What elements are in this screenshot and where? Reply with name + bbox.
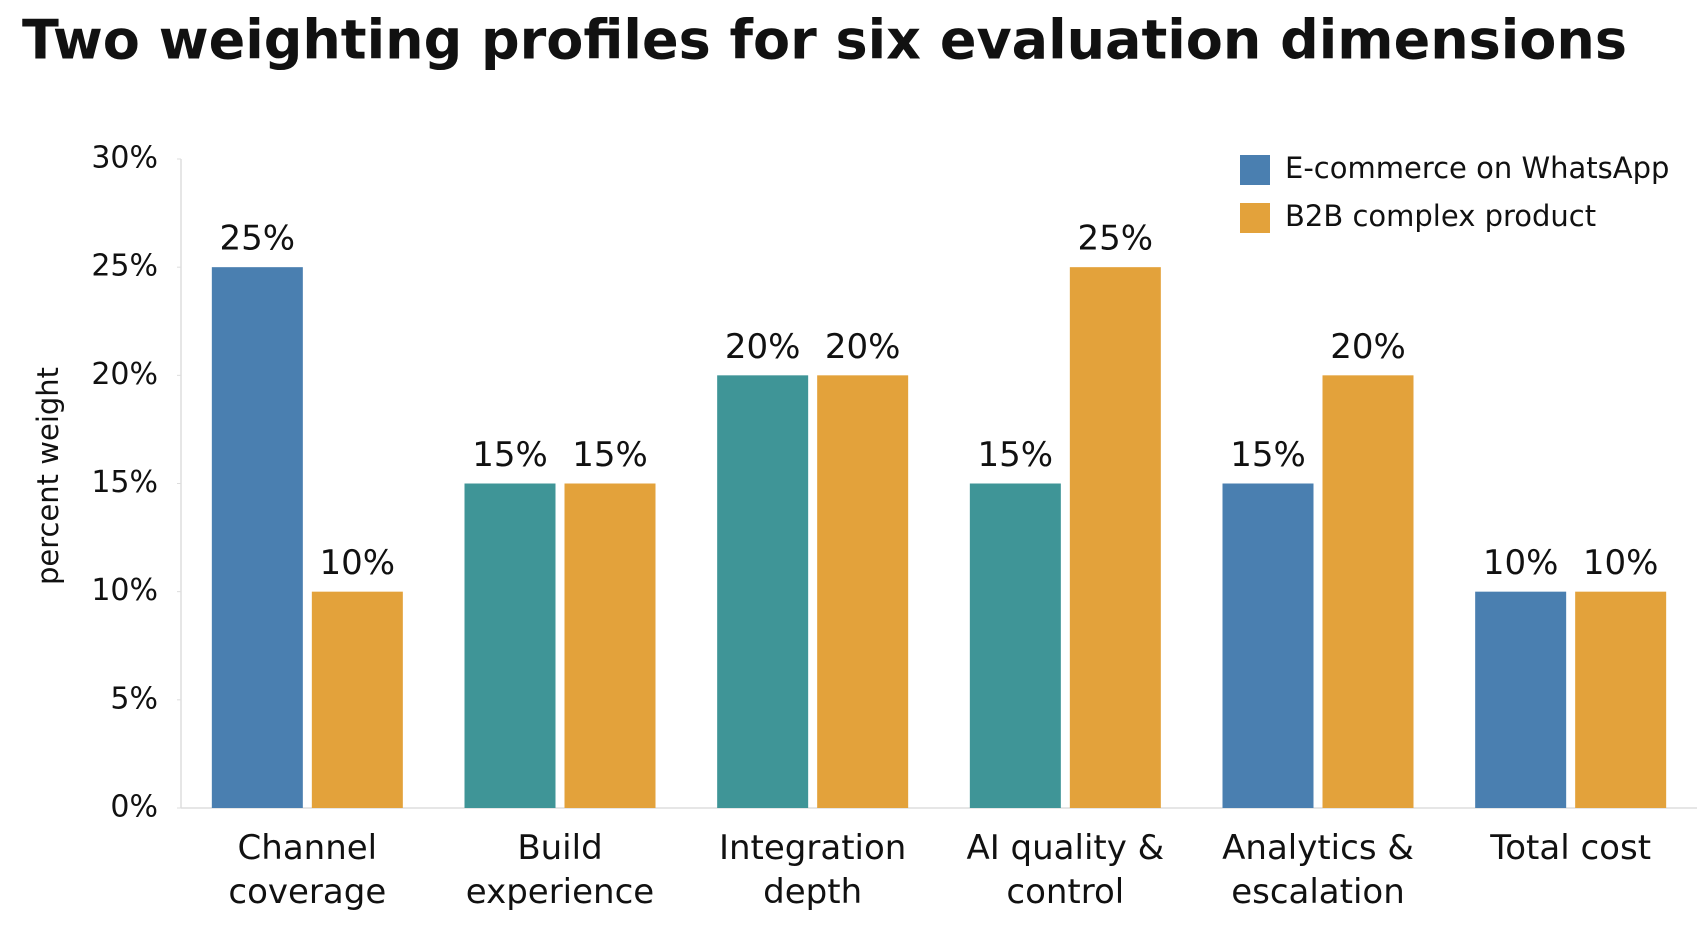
legend-swatch — [1240, 203, 1270, 233]
x-tick-label: Total cost — [1490, 828, 1652, 868]
value-label: 25% — [220, 219, 296, 259]
bar — [464, 483, 556, 808]
bar — [969, 483, 1061, 808]
y-tick-label: 30% — [91, 141, 158, 176]
y-tick-label: 10% — [91, 573, 158, 608]
y-tick-label: 20% — [91, 357, 158, 392]
value-label: 20% — [825, 327, 901, 367]
value-label: 15% — [978, 435, 1054, 475]
value-label: 15% — [1230, 435, 1306, 475]
x-tick-label: AI quality & control — [966, 828, 1165, 912]
value-label: 15% — [472, 435, 548, 475]
bar — [211, 267, 303, 809]
x-tick-label: Channel coverage — [228, 828, 387, 912]
value-label: 25% — [1078, 219, 1154, 259]
value-label: 15% — [572, 435, 648, 475]
x-tick-label: Analytics & escalation — [1222, 828, 1414, 912]
x-tick-label: Build experience — [465, 828, 655, 912]
bar — [1322, 375, 1414, 808]
chart-title: Two weighting profiles for six evaluatio… — [22, 9, 1627, 72]
bar — [717, 375, 809, 808]
y-axis-label: percent weight — [31, 367, 65, 585]
value-label: 10% — [1583, 543, 1659, 583]
y-tick-label: 15% — [91, 465, 158, 500]
y-tick-label: 5% — [110, 681, 158, 716]
bar — [1069, 267, 1161, 809]
value-label: 20% — [725, 327, 801, 367]
bar — [564, 483, 656, 808]
value-label: 10% — [1483, 543, 1559, 583]
y-tick-label: 25% — [91, 249, 158, 284]
value-label: 20% — [1330, 327, 1406, 367]
legend-swatch — [1240, 155, 1270, 185]
bar — [817, 375, 909, 808]
bar — [1575, 591, 1667, 808]
bar — [1222, 483, 1314, 808]
x-tick-label: Integration depth — [718, 828, 907, 912]
y-tick-label: 0% — [110, 790, 158, 825]
bar — [1475, 591, 1567, 808]
bar — [311, 591, 403, 808]
legend-label: E-commerce on WhatsApp — [1285, 151, 1669, 185]
value-label: 10% — [320, 543, 396, 583]
legend-label: B2B complex product — [1285, 199, 1596, 233]
